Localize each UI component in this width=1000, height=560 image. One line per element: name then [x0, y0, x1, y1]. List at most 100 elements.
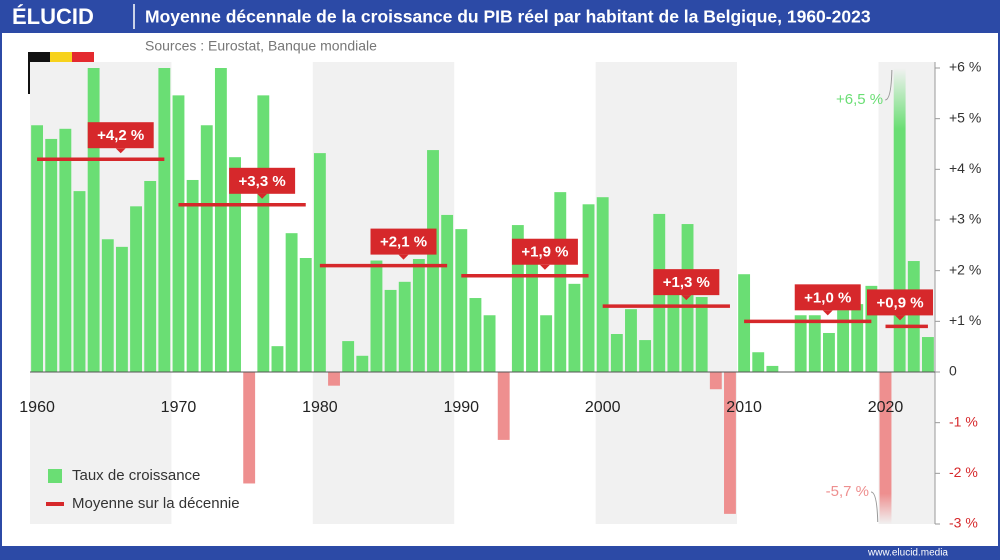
average-label: +1,9 %	[521, 244, 568, 261]
value-label: -5,7 %	[826, 483, 869, 500]
bar	[370, 260, 383, 372]
bar	[59, 128, 72, 372]
legend-label: Taux de croissance	[72, 467, 200, 484]
footer: www.elucid.media	[867, 548, 948, 559]
bar	[271, 346, 284, 372]
bar	[214, 68, 227, 372]
label-box	[229, 167, 296, 194]
bar	[427, 150, 439, 372]
x-tick-label: 1960	[19, 399, 55, 416]
bar	[724, 372, 736, 514]
bar	[625, 309, 637, 372]
annotation-arrow	[870, 491, 879, 523]
y-tick-label: -3 %	[949, 515, 978, 531]
bar	[582, 204, 595, 372]
bar	[497, 372, 510, 440]
average-label: +1,0 %	[804, 289, 851, 306]
x-tick-label: 2000	[585, 399, 621, 416]
x-tick-label: 1970	[161, 399, 197, 416]
x-tick-label: 1980	[302, 399, 338, 416]
bar	[356, 355, 369, 372]
label-box	[87, 122, 154, 149]
bar	[45, 138, 58, 372]
bar	[257, 95, 270, 373]
bar	[398, 281, 411, 372]
bar	[540, 315, 553, 372]
bar	[526, 260, 538, 372]
label-pointer	[895, 315, 905, 321]
legend-label: Moyenne sur la décennie	[72, 495, 240, 512]
logo-box	[0, 0, 132, 33]
label-pointer	[539, 264, 550, 270]
bar	[695, 297, 708, 372]
bar	[879, 372, 892, 524]
label-pointer	[398, 254, 409, 260]
bar	[243, 372, 256, 484]
bar	[342, 341, 355, 372]
y-tick-label: 0	[949, 363, 957, 379]
bar	[31, 125, 44, 373]
bar	[639, 340, 652, 372]
bar	[667, 284, 680, 372]
label-box	[511, 238, 578, 265]
chart-subtitle: Sources : Eurostat, Banque mondiale	[145, 38, 377, 54]
bar	[483, 315, 496, 372]
bar	[823, 332, 835, 372]
label-box	[653, 269, 720, 296]
bar	[837, 310, 850, 372]
label-box	[794, 284, 861, 311]
bar	[568, 283, 581, 372]
y-tick-label: +4 %	[949, 160, 981, 176]
bar	[596, 197, 609, 372]
label-box	[867, 289, 933, 316]
bar	[73, 191, 86, 372]
bar	[299, 258, 312, 372]
legend-swatch	[48, 469, 62, 483]
bar	[87, 68, 100, 372]
y-tick-label: +1 %	[949, 312, 981, 328]
average-label: +0,9 %	[876, 294, 923, 311]
bar	[158, 68, 171, 372]
value-label: +6,5 %	[836, 91, 883, 108]
bar	[328, 372, 340, 386]
bar	[766, 365, 779, 372]
annotation-arrow	[885, 69, 893, 101]
bar	[172, 95, 185, 373]
x-tick-label: 2020	[868, 399, 904, 416]
bar	[115, 246, 128, 372]
bar	[851, 304, 864, 372]
x-tick-label: 2010	[726, 399, 762, 416]
footer-band	[0, 546, 1000, 560]
label-pointer	[822, 310, 833, 316]
average-label: +1,3 %	[663, 274, 710, 291]
bar	[384, 289, 397, 372]
header-band	[0, 0, 1000, 33]
bar	[610, 334, 623, 372]
y-tick-label: -2 %	[949, 464, 978, 480]
bar	[101, 239, 114, 372]
y-tick-label: +5 %	[949, 109, 981, 125]
label-pointer	[115, 148, 126, 154]
bar	[186, 179, 199, 372]
label-pointer	[681, 295, 692, 301]
y-tick-label: +2 %	[949, 261, 981, 277]
chart-title: Moyenne décennale de la croissance du PI…	[145, 7, 871, 27]
bar	[313, 153, 326, 372]
bar	[144, 180, 157, 372]
bar	[865, 285, 878, 372]
label-pointer	[257, 193, 268, 199]
bar	[554, 192, 567, 372]
bar	[469, 298, 482, 372]
bar	[907, 261, 920, 372]
bar	[808, 315, 821, 372]
bar	[752, 352, 765, 372]
bar	[738, 274, 751, 372]
bar	[200, 125, 213, 373]
bar	[511, 225, 524, 372]
bar	[285, 233, 298, 372]
average-label: +4,2 %	[97, 127, 144, 144]
y-tick-label: +3 %	[949, 211, 981, 227]
bar	[709, 372, 722, 390]
average-label: +3,3 %	[239, 173, 286, 190]
